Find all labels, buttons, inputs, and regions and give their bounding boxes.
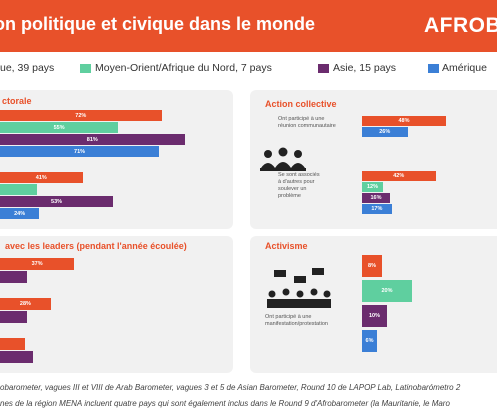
bar bbox=[0, 172, 83, 183]
value-label: 10% bbox=[368, 313, 381, 319]
legend-label: Asie, 15 pays bbox=[333, 62, 397, 74]
bar bbox=[0, 146, 160, 157]
legend-label: ue, 39 pays bbox=[0, 62, 55, 74]
protest-icon bbox=[267, 268, 331, 308]
bar bbox=[0, 196, 114, 207]
meeting-icon bbox=[260, 147, 306, 171]
value-label: 71% bbox=[74, 148, 86, 155]
legend-label: Moyen-Orient/Afrique du Nord, 7 pays bbox=[95, 62, 272, 74]
panel-title: Activisme bbox=[265, 241, 308, 251]
footer-note: obarometer, vagues III et VIII de Arab B… bbox=[0, 383, 461, 392]
category-label: Se sont associés à d'autres pour souleve… bbox=[278, 172, 320, 199]
panel-title: Action collective bbox=[265, 99, 337, 109]
value-label: 55% bbox=[53, 124, 65, 131]
bar bbox=[362, 127, 408, 137]
bar bbox=[362, 280, 412, 302]
bar bbox=[362, 193, 390, 203]
value-label: 72% bbox=[75, 112, 87, 119]
category-label: Ont participé à une manifestation/protes… bbox=[265, 314, 328, 327]
bar bbox=[362, 116, 446, 126]
value-label: 28% bbox=[19, 301, 31, 307]
bar bbox=[0, 122, 119, 133]
category-label: Ont participé à une réunion communautair… bbox=[278, 116, 336, 129]
bar bbox=[0, 134, 185, 145]
bar bbox=[362, 255, 382, 277]
bar bbox=[0, 208, 40, 219]
value-label: 48% bbox=[398, 118, 410, 124]
legend-swatch bbox=[80, 64, 91, 73]
value-label: 81% bbox=[86, 136, 98, 143]
value-label: 6% bbox=[365, 338, 374, 344]
legend-swatch bbox=[318, 64, 329, 73]
header-band bbox=[0, 0, 497, 52]
bar bbox=[0, 298, 51, 310]
panel-title: avec les leaders (pendant l'année écoulé… bbox=[5, 241, 187, 251]
bar bbox=[362, 330, 377, 352]
value-label: 16% bbox=[370, 195, 382, 201]
legend-label: Amérique bbox=[442, 62, 487, 74]
bar bbox=[0, 351, 33, 363]
bar bbox=[362, 182, 383, 192]
bar bbox=[362, 204, 392, 214]
bar bbox=[0, 110, 162, 121]
bar bbox=[0, 271, 28, 283]
bar bbox=[362, 305, 387, 327]
value-label: 37% bbox=[31, 261, 43, 267]
value-label: 20% bbox=[381, 288, 393, 294]
header-title: on politique et civique dans le monde bbox=[0, 14, 316, 34]
logo: AFROBA bbox=[424, 14, 497, 37]
bar bbox=[362, 171, 436, 181]
value-label: 12% bbox=[366, 184, 379, 190]
bar bbox=[0, 338, 25, 350]
value-label: 53% bbox=[51, 198, 63, 205]
value-label: 24% bbox=[14, 210, 26, 217]
bar bbox=[0, 184, 37, 195]
bar bbox=[0, 311, 28, 323]
value-label: 42% bbox=[393, 173, 405, 179]
value-label: 26% bbox=[379, 129, 391, 135]
footer-note: nes de la région MENA incluent quatre pa… bbox=[0, 399, 450, 408]
bar bbox=[0, 258, 75, 270]
legend-swatch bbox=[428, 64, 439, 73]
panel-title: ctorale bbox=[2, 96, 32, 106]
value-label: 17% bbox=[371, 206, 383, 212]
value-label: 8% bbox=[368, 263, 376, 269]
value-label: 41% bbox=[35, 174, 47, 181]
